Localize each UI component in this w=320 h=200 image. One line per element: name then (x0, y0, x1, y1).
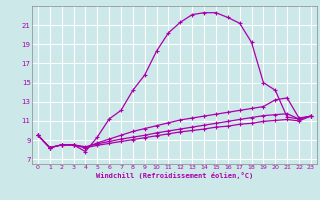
X-axis label: Windchill (Refroidissement éolien,°C): Windchill (Refroidissement éolien,°C) (96, 172, 253, 179)
